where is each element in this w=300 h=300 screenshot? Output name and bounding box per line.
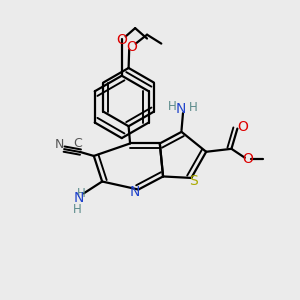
Text: N: N [176, 102, 186, 116]
Text: C: C [73, 137, 82, 150]
Text: S: S [189, 174, 198, 188]
Text: N: N [55, 138, 64, 151]
Text: O: O [116, 33, 127, 47]
Text: O: O [237, 120, 248, 134]
Text: H: H [77, 187, 86, 200]
Text: N: N [73, 191, 84, 205]
Text: O: O [242, 152, 253, 166]
Text: N: N [130, 185, 140, 199]
Text: H: H [189, 101, 198, 114]
Text: H: H [168, 100, 177, 113]
Text: O: O [126, 40, 137, 54]
Text: H: H [73, 203, 82, 216]
